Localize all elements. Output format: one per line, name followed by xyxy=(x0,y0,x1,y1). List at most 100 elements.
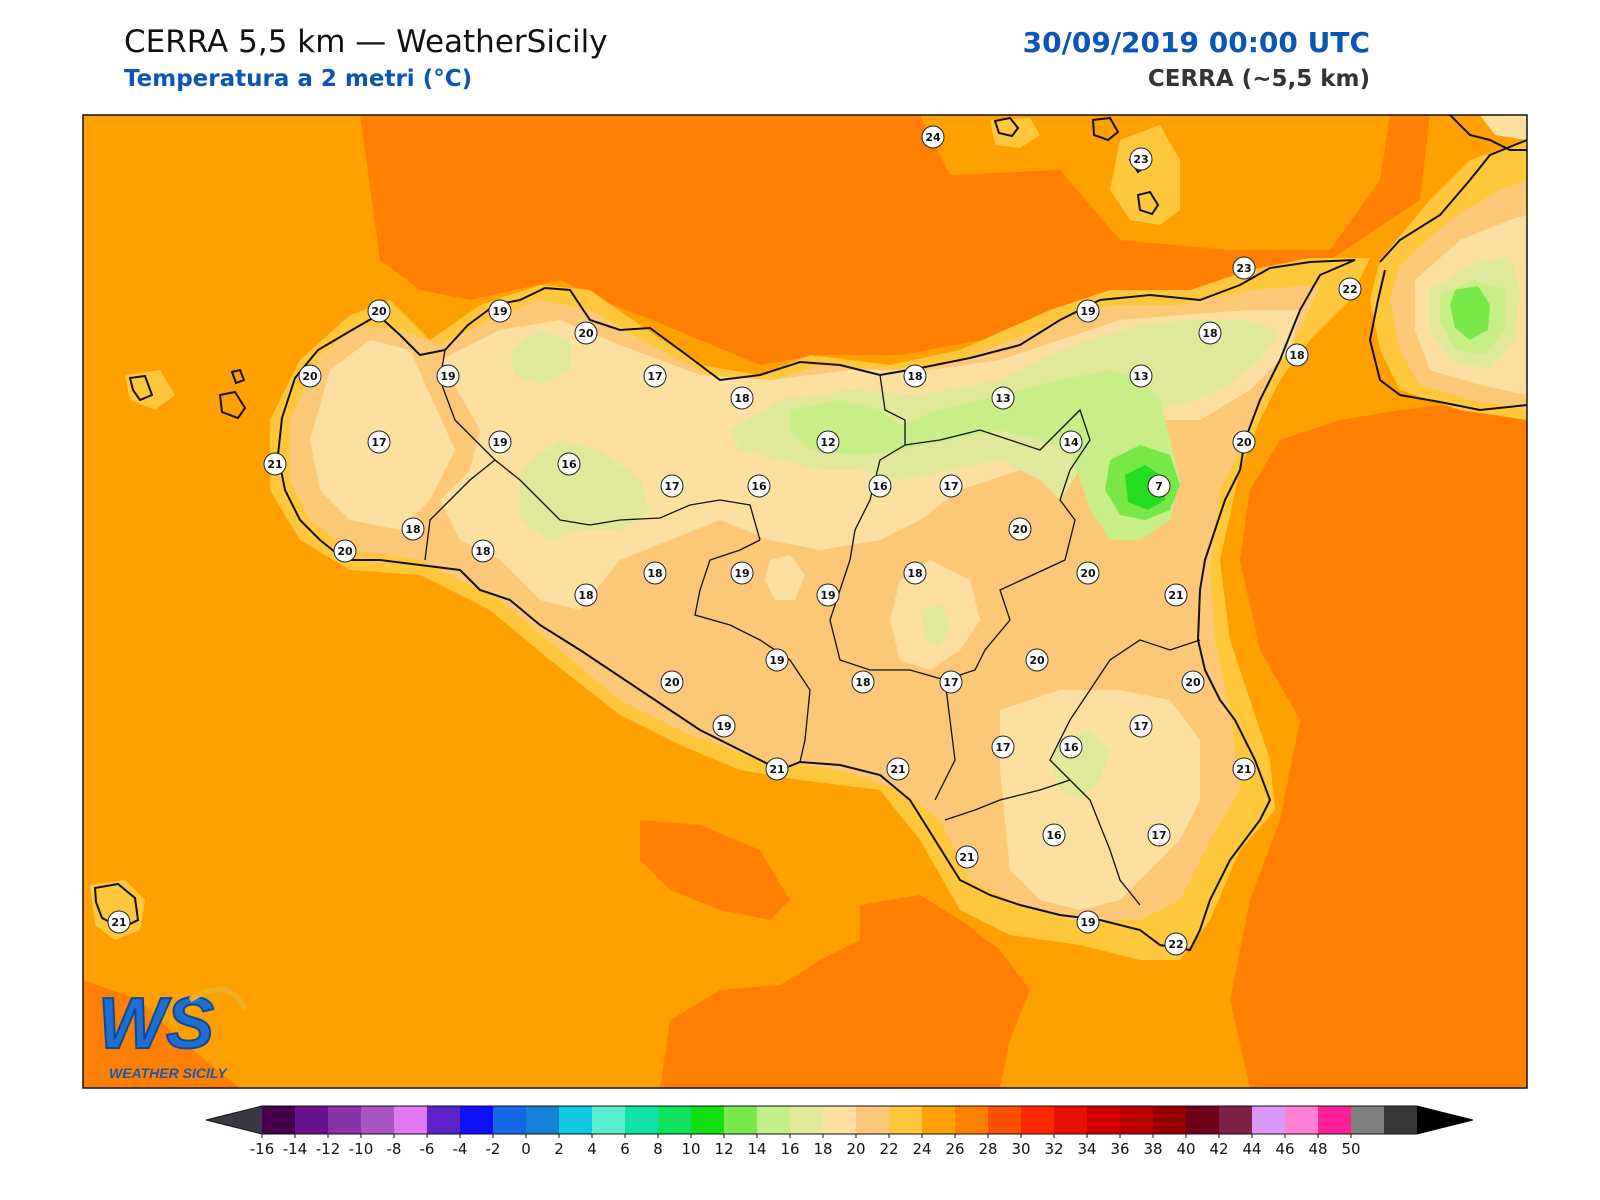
map-frame xyxy=(82,114,1528,1089)
station-circle xyxy=(816,583,840,607)
station-value: 19 xyxy=(440,370,455,383)
colorbar-segment xyxy=(361,1106,395,1134)
colorbar: -16 -14 -12 -10 -8 -6 -4 -2 0 2 4 6 8 10 12 14 16 18 20 22 2… xyxy=(205,1105,1474,1158)
station-marker: 20 xyxy=(660,670,684,694)
station-marker: 16 xyxy=(1059,735,1083,759)
station-value: 16 xyxy=(561,458,577,471)
station-marker: 17 xyxy=(367,430,391,454)
colorbar-segment xyxy=(1021,1106,1055,1134)
colorbar-tick-label: -14 xyxy=(283,1140,308,1158)
colorbar-tick-label: -6 xyxy=(420,1140,435,1158)
station-value: 20 xyxy=(337,545,353,558)
colorbar-segment xyxy=(724,1106,758,1134)
station-circle xyxy=(1338,277,1362,301)
station-marker: 17 xyxy=(991,735,1015,759)
station-marker: 20 xyxy=(1076,561,1100,585)
station-marker: 20 xyxy=(1008,517,1032,541)
station-circle xyxy=(263,452,287,476)
colorbar-tick-label: -16 xyxy=(250,1140,275,1158)
station-circle xyxy=(488,430,512,454)
weathersicily-logo: WS WEATHER SICILY xyxy=(97,983,248,1081)
border-enna xyxy=(829,559,956,801)
border-caltanissetta xyxy=(694,539,811,763)
colorbar-segment xyxy=(526,1106,560,1134)
station-value: 21 xyxy=(1168,589,1183,602)
station-circle xyxy=(1129,147,1153,171)
colorbar-tick-label: 44 xyxy=(1242,1140,1261,1158)
station-value: 18 xyxy=(475,545,490,558)
station-value: 14 xyxy=(1063,436,1079,449)
sicily-band-14-16-small xyxy=(920,605,950,645)
station-circle xyxy=(1008,517,1032,541)
aeolian-1 xyxy=(1091,116,1120,142)
station-circle xyxy=(868,474,892,498)
station-value: 16 xyxy=(1046,829,1062,842)
station-value: 17 xyxy=(943,676,958,689)
station-marker: 18 xyxy=(401,517,425,541)
border-catania-siracusa xyxy=(1049,639,1201,906)
station-value: 23 xyxy=(1133,153,1148,166)
station-marker: 20 xyxy=(1025,648,1049,672)
sicily-band-16-18-southeast xyxy=(1000,690,1200,910)
calabria-coastline-top xyxy=(1449,114,1527,151)
station-marker: 22 xyxy=(1338,277,1362,301)
station-marker: 16 xyxy=(1042,823,1066,847)
station-value: 19 xyxy=(769,654,784,667)
station-value: 22 xyxy=(1342,283,1357,296)
colorbar-segment xyxy=(1285,1106,1319,1134)
station-marker: 19 xyxy=(730,561,754,585)
colorbar-tick-label: 24 xyxy=(912,1140,931,1158)
colorbar-tick-label: 34 xyxy=(1077,1140,1096,1158)
station-circle xyxy=(903,561,927,585)
station-circle xyxy=(1042,823,1066,847)
station-marker: 20 xyxy=(574,321,598,345)
colorbar-tick-label: 22 xyxy=(879,1140,898,1158)
station-circle xyxy=(436,364,460,388)
station-circle xyxy=(333,539,357,563)
station-value: 18 xyxy=(907,370,922,383)
station-circle xyxy=(1164,932,1188,956)
station-value: 13 xyxy=(995,392,1010,405)
colorbar-segment xyxy=(592,1106,626,1134)
station-marker: 7 xyxy=(1147,474,1171,498)
station-marker: 13 xyxy=(991,386,1015,410)
station-circle xyxy=(747,474,771,498)
aeolian-halo xyxy=(1110,125,1180,225)
colorbar-tick-label: 46 xyxy=(1275,1140,1294,1158)
colorbar-segment xyxy=(823,1106,857,1134)
egadi-2 xyxy=(218,390,247,420)
colorbar-segment xyxy=(889,1106,923,1134)
map-subtitle: Temperatura a 2 metri (°C) xyxy=(124,66,473,92)
colorbar-tick-label: 40 xyxy=(1176,1140,1195,1158)
station-value: 18 xyxy=(405,523,420,536)
station-circle xyxy=(1232,430,1256,454)
sicily-band-16-18-small xyxy=(765,555,805,600)
colorbar-tick-label: 0 xyxy=(521,1140,531,1158)
colorbar-segment xyxy=(328,1106,362,1134)
colorbar-tick-label: 48 xyxy=(1308,1140,1327,1158)
station-marker: 18 xyxy=(643,561,667,585)
station-value: 19 xyxy=(492,305,507,318)
colorbar-segment xyxy=(757,1106,791,1134)
station-circle xyxy=(1076,561,1100,585)
colorbar-segment xyxy=(493,1106,527,1134)
station-marker: 21 xyxy=(107,910,131,934)
station-circle xyxy=(298,364,322,388)
logo-sun-arc xyxy=(188,987,248,1012)
station-marker: 14 xyxy=(1059,430,1083,454)
station-circle xyxy=(1129,714,1153,738)
station-circle xyxy=(921,125,945,149)
station-circle xyxy=(1076,910,1100,934)
warm-sea-southwest xyxy=(83,980,240,1088)
station-value: 21 xyxy=(890,763,905,776)
station-value: 24 xyxy=(925,131,941,144)
colorbar-tick-label: 30 xyxy=(1011,1140,1030,1158)
colorbar-segment xyxy=(1186,1106,1220,1134)
calabria-band-10-12 xyxy=(1450,286,1490,340)
colorbar-segment xyxy=(691,1106,725,1134)
warm-sea-east xyxy=(1230,395,1527,1088)
station-marker: 17 xyxy=(643,364,667,388)
station-value: 21 xyxy=(267,458,282,471)
colorbar-segment xyxy=(988,1106,1022,1134)
station-circle xyxy=(939,670,963,694)
